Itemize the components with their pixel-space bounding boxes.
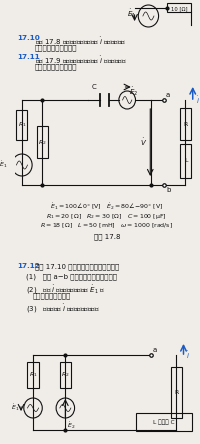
Text: 問図 17.10 の回路について，次の問い: 問図 17.10 の回路について，次の問い	[35, 263, 119, 270]
Text: $R_1$: $R_1$	[29, 371, 37, 380]
Text: 17.12: 17.12	[17, 263, 40, 269]
Text: b: b	[166, 187, 170, 193]
Text: $R_2$: $R_2$	[38, 138, 47, 147]
Text: $\dot{i}$: $\dot{i}$	[196, 94, 199, 106]
Text: $\dot{E}_1 = 100\angle 0°$ [V]   $\dot{E}_2 = 80\angle{-90°}$ [V]: $\dot{E}_1 = 100\angle 0°$ [V] $\dot{E}_…	[50, 202, 164, 212]
Text: はいくらになるか．: はいくらになるか．	[33, 292, 71, 299]
Text: $R_1 = 20$ [Ω]   $R_2 = 30$ [Ω]   $C = 100$ [μF]: $R_1 = 20$ [Ω] $R_2 = 30$ [Ω] $C = 100$ …	[46, 212, 167, 221]
Text: 定理を用いて求めよ．: 定理を用いて求めよ．	[35, 44, 77, 51]
Text: 10 [Ω]: 10 [Ω]	[171, 6, 187, 11]
Text: $\dot{E}_2$: $\dot{E}_2$	[67, 421, 76, 432]
Text: L または C: L または C	[153, 419, 175, 425]
Text: L: L	[185, 159, 188, 163]
Text: $\dot{E}_1$: $\dot{E}_1$	[0, 160, 7, 170]
Text: a: a	[153, 347, 157, 353]
Text: (3)   そのときの $\dot{i}$ のフェーザ表示を求: (3) そのときの $\dot{i}$ のフェーザ表示を求	[26, 302, 100, 315]
Text: $\dot{E}_1$: $\dot{E}_1$	[11, 403, 19, 413]
Text: $\dot{i}$: $\dot{i}$	[186, 349, 190, 361]
Text: $\dot{E}_1$: $\dot{E}_1$	[127, 7, 136, 20]
Text: R: R	[174, 390, 178, 395]
Text: $R = 18$ [Ω]   $L = 50$ [mH]   $\omega = 1000$ [rad/s]: $R = 18$ [Ω] $L = 50$ [mH] $\omega = 100…	[40, 222, 173, 230]
Text: $\dot{E}_2$: $\dot{E}_2$	[129, 85, 138, 98]
Text: C: C	[92, 84, 96, 90]
Text: (2)   電流 $\dot{i}$ の位相が，電源電圧 $\dot{E}_1$ よ: (2) 電流 $\dot{i}$ の位相が，電源電圧 $\dot{E}_1$ よ	[26, 283, 105, 296]
Text: 問図 17.8: 問図 17.8	[94, 233, 120, 240]
Text: (1)   端子 a−b から左側を定電圧等価回: (1) 端子 a−b から左側を定電圧等価回	[26, 273, 117, 280]
Text: 問図 17.8 の回路について，電流 $\dot{i}$ をノートンの: 問図 17.8 の回路について，電流 $\dot{i}$ をノートンの	[35, 35, 127, 46]
Text: 17.11: 17.11	[17, 54, 40, 60]
Text: 17.10: 17.10	[17, 35, 40, 41]
Text: 問図 17.9 の回路について，電流 $\dot{i}$ をテブナンの: 問図 17.9 の回路について，電流 $\dot{i}$ をテブナンの	[35, 54, 127, 65]
Text: $R_1$: $R_1$	[18, 121, 26, 130]
Text: a: a	[166, 92, 170, 98]
Text: 定理を用いて求めよ．: 定理を用いて求めよ．	[35, 63, 77, 70]
Text: $\dot{V}$: $\dot{V}$	[140, 137, 148, 148]
Text: $R_2$: $R_2$	[61, 371, 70, 380]
Text: R: R	[183, 122, 187, 127]
